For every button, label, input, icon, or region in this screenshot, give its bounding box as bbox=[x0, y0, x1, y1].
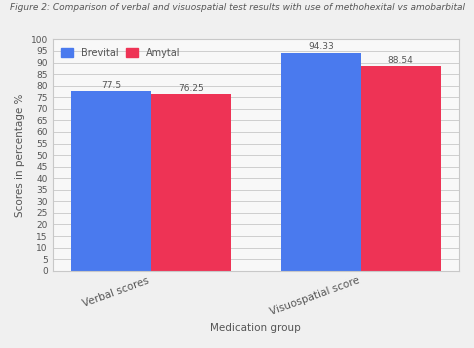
Legend: Brevital, Amytal: Brevital, Amytal bbox=[57, 44, 184, 62]
Text: Figure 2: Comparison of verbal and visuospatial test results with use of methohe: Figure 2: Comparison of verbal and visuo… bbox=[9, 3, 465, 13]
Text: 94.33: 94.33 bbox=[308, 42, 334, 52]
Text: 77.5: 77.5 bbox=[101, 81, 121, 90]
Text: 76.25: 76.25 bbox=[178, 84, 204, 93]
Bar bbox=[71, 92, 151, 271]
Bar bbox=[361, 66, 440, 271]
Y-axis label: Scores in percentage %: Scores in percentage % bbox=[15, 93, 25, 217]
Bar bbox=[281, 53, 361, 271]
X-axis label: Medication group: Medication group bbox=[210, 323, 301, 333]
Text: 88.54: 88.54 bbox=[388, 56, 413, 65]
Bar bbox=[151, 94, 231, 271]
